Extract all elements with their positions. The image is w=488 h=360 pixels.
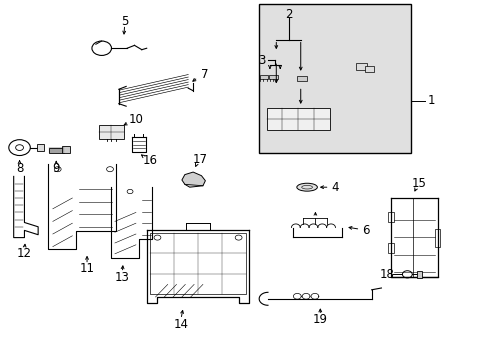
- Bar: [387, 243, 393, 253]
- Polygon shape: [49, 148, 63, 153]
- Text: 3: 3: [258, 54, 265, 67]
- Text: 14: 14: [173, 318, 188, 330]
- Text: 5: 5: [121, 15, 128, 28]
- Bar: [416, 271, 422, 278]
- Bar: [259, 75, 268, 79]
- Text: 6: 6: [361, 224, 369, 237]
- Text: 18: 18: [379, 268, 394, 281]
- Text: 9: 9: [52, 162, 60, 175]
- Bar: [150, 233, 245, 294]
- Text: 12: 12: [17, 247, 32, 260]
- Text: 7: 7: [200, 68, 208, 81]
- Ellipse shape: [296, 183, 317, 191]
- Text: 16: 16: [143, 154, 158, 167]
- Bar: [387, 212, 393, 222]
- Bar: [266, 108, 329, 130]
- Text: 15: 15: [411, 177, 426, 190]
- Text: 4: 4: [330, 181, 338, 194]
- Text: 13: 13: [115, 271, 129, 284]
- Bar: [356, 63, 366, 70]
- Text: 1: 1: [427, 94, 434, 107]
- Text: 8: 8: [16, 162, 23, 175]
- Text: 11: 11: [80, 262, 94, 275]
- Bar: [99, 125, 123, 139]
- Polygon shape: [182, 172, 205, 187]
- Bar: [62, 146, 70, 153]
- Bar: [259, 4, 410, 153]
- Bar: [269, 75, 278, 79]
- Text: 17: 17: [193, 153, 207, 166]
- Bar: [365, 66, 373, 72]
- Bar: [434, 229, 439, 247]
- Text: 2: 2: [284, 8, 292, 21]
- Bar: [296, 76, 306, 81]
- Bar: [37, 144, 43, 151]
- Text: 10: 10: [128, 113, 143, 126]
- Text: 19: 19: [312, 313, 327, 326]
